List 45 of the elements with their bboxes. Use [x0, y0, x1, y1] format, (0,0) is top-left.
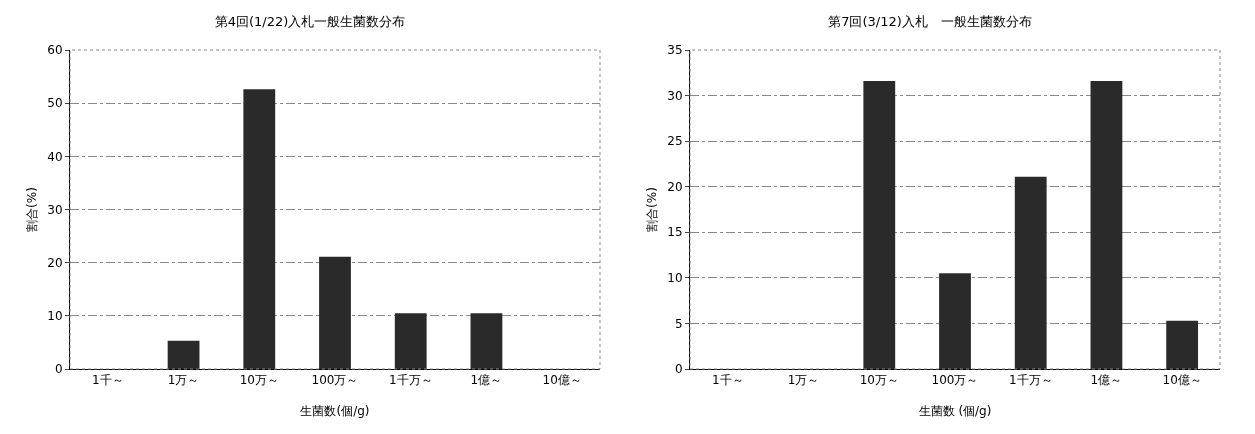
bar — [319, 256, 351, 369]
y-tick-label: 15 — [667, 225, 683, 240]
bar — [863, 80, 896, 369]
y-tick-label: 25 — [667, 134, 683, 149]
x-tick-label: 1億～ — [1090, 373, 1123, 388]
bar — [1166, 320, 1199, 369]
x-tick-label: 1万～ — [787, 373, 820, 388]
x-tick-label: 10億～ — [542, 373, 582, 388]
bar — [1014, 176, 1047, 369]
y-tick-label: 10 — [47, 309, 63, 324]
y-tick-label: 0 — [674, 362, 683, 377]
y-tick-label: 60 — [47, 43, 63, 58]
bar — [243, 89, 276, 369]
y-tick-label: 30 — [667, 88, 683, 103]
x-tick-label: 10万～ — [859, 373, 899, 388]
x-tick-label: 100万～ — [311, 373, 359, 388]
y-tick-label: 40 — [47, 149, 63, 164]
chart-title: 第7回(3/12)入札 一般生菌数分布 — [828, 14, 1032, 30]
y-tick-label: 50 — [47, 96, 63, 111]
x-tick-label: 1億～ — [470, 373, 503, 388]
x-tick-label: 10億～ — [1162, 373, 1202, 388]
x-tick-label: 100万～ — [931, 373, 979, 388]
y-tick-label: 5 — [674, 316, 683, 331]
bar — [939, 273, 971, 369]
x-tick-label: 1万～ — [167, 373, 200, 388]
x-tick-label: 10万～ — [239, 373, 279, 388]
chart-title: 第4回(1/22)入札一般生菌数分布 — [214, 14, 406, 30]
x-axis-title: 生菌数 (個/g) — [918, 404, 992, 418]
bar — [470, 313, 503, 369]
x-tick-label: 1千～ — [712, 373, 744, 388]
y-tick-label: 0 — [54, 362, 63, 377]
bar — [167, 340, 200, 369]
y-tick-label: 30 — [47, 202, 63, 217]
y-tick-label: 10 — [667, 271, 683, 286]
x-tick-label: 1千万～ — [388, 373, 433, 388]
y-tick-label: 20 — [667, 179, 683, 194]
x-tick-label: 1千～ — [92, 373, 124, 388]
x-tick-label: 1千万～ — [1008, 373, 1053, 388]
y-axis-title: 割合(%) — [25, 187, 39, 232]
y-tick-label: 20 — [47, 255, 63, 270]
bar — [394, 313, 427, 369]
y-tick-label: 35 — [667, 43, 683, 58]
x-axis-title: 生菌数(個/g) — [300, 404, 370, 418]
bar — [1090, 80, 1123, 369]
y-axis-title: 割合(%) — [645, 187, 659, 232]
